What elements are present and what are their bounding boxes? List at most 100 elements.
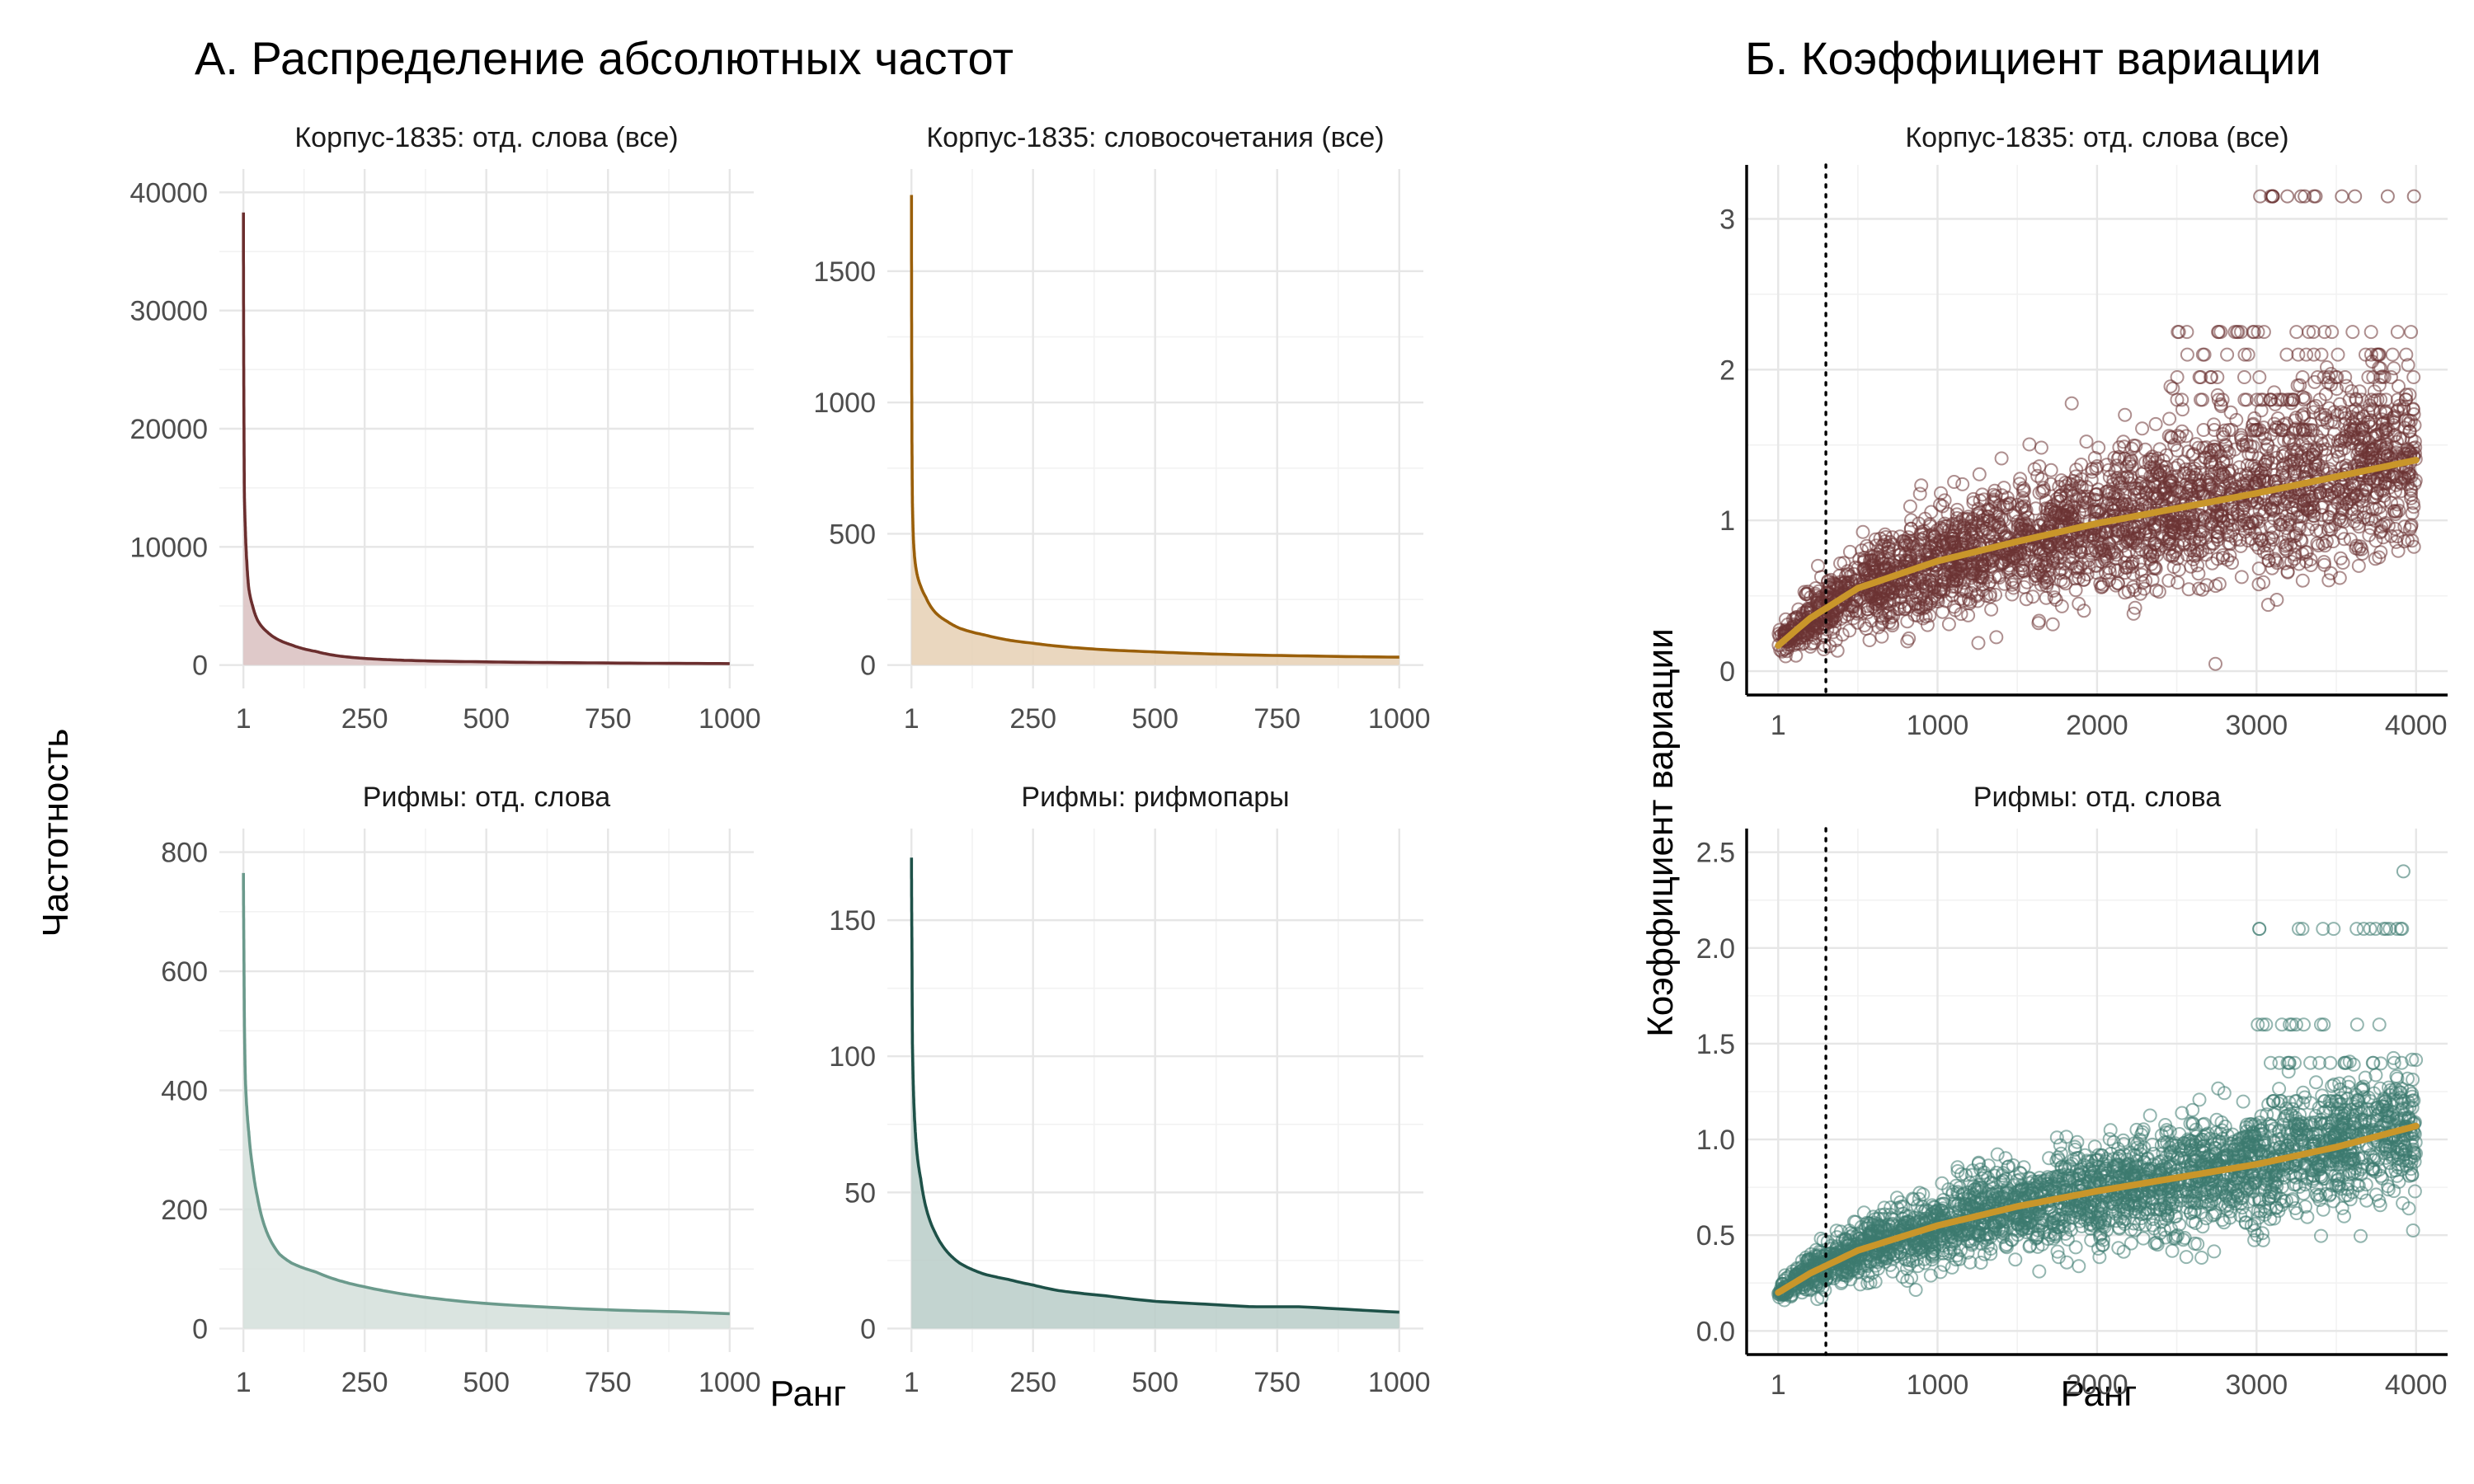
data-point [2316,1202,2331,1217]
y-tick-label: 2 [1719,355,1735,386]
data-point [2387,505,2402,519]
y-tick-label: 1.5 [1696,1029,1735,1060]
data-point [2102,536,2116,551]
data-point [2407,1184,2422,1199]
data-point [1799,586,1813,601]
data-point [2191,477,2206,492]
data-point [1913,532,1928,547]
data-point [2252,922,2267,937]
data-point [2194,1251,2209,1265]
data-point [2390,529,2405,544]
data-point [2406,402,2420,416]
data-point [2044,500,2058,514]
data-point [2298,1200,2312,1214]
data-point [2256,545,2271,560]
data-point [2100,458,2114,472]
data-point [1903,499,1917,514]
data-point [2314,1228,2328,1243]
data-point [2333,551,2348,566]
y-tick-label: 600 [161,956,208,988]
data-point [2286,392,2301,407]
data-point [2068,469,2083,484]
data-point [2307,509,2321,524]
data-point [2365,1055,2380,1070]
data-point [2392,379,2406,393]
data-point [2158,1118,2173,1132]
data-point [2216,455,2231,470]
data-point [2351,558,2366,573]
data-point [2390,325,2405,340]
data-point [2171,325,2185,340]
data-point [2264,392,2279,407]
data-point [2210,505,2225,520]
data-point [1877,561,1892,575]
data-point [2365,402,2380,416]
data-point [2354,1228,2368,1243]
data-point [2302,492,2316,507]
data-point [2372,550,2387,565]
data-point [2314,433,2328,448]
data-point [2116,1137,2131,1152]
y-tick-label: 50 [844,1177,876,1209]
data-point [2295,370,2310,384]
series-line [242,212,730,665]
data-point-max [2380,189,2395,204]
data-point [2128,600,2142,615]
x-tick-label: 1 [904,1367,920,1398]
data-point [2295,509,2310,524]
data-point [2089,487,2104,502]
data-point [2264,519,2278,534]
data-point [2288,494,2302,509]
data-point [2297,406,2312,421]
data-point [2303,558,2318,572]
data-point [2322,519,2337,533]
data-point [2170,392,2185,407]
data-point [2373,392,2388,407]
data-point [1971,636,1986,650]
data-point [2053,1146,2068,1161]
data-point [2228,532,2243,547]
data-point [2364,444,2379,458]
data-point [2368,393,2382,408]
data-point [1833,612,1848,627]
data-point [2372,378,2387,392]
data-point [2135,421,2150,436]
data-point [2237,347,2252,362]
data-point [2349,922,2364,937]
data-point [2171,429,2185,444]
data-point [2068,583,2083,598]
panel-title: Рифмы: отд. слова [1973,782,2221,813]
data-point [1966,566,1981,581]
x-tick-label: 500 [463,1367,510,1398]
data-point [2037,517,2052,532]
data-point [2043,539,2058,554]
data-point [2361,370,2376,384]
data-point [2272,491,2287,506]
data-point [2372,500,2387,514]
data-point [2292,458,2307,472]
data-point [2126,606,2141,621]
data-point [1874,615,1889,630]
data-point [2284,1017,2299,1032]
data-point [2350,516,2364,531]
data-point [2250,423,2265,437]
data-point [1842,544,1857,559]
data-point [1885,618,1900,633]
data-point [1975,1171,1989,1186]
data-point [2362,446,2377,461]
data-point [2356,922,2371,937]
data-point [2027,462,2042,477]
panel-title: Корпус-1835: отд. слова (все) [1905,122,2288,153]
data-point [2125,554,2140,569]
data-point [1995,488,2009,503]
data-point [2072,489,2087,504]
data-point [2070,476,2085,491]
data-point [2352,384,2367,399]
data-point [1972,467,1987,481]
data-point [2287,552,2302,566]
data-point [2235,437,2250,452]
data-point [2077,603,2091,618]
